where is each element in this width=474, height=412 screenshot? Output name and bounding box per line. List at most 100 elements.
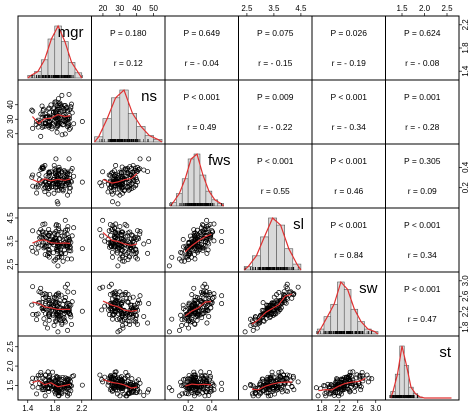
scatter-point-3-2-139 (189, 242, 195, 248)
scatter-point-2-1-137 (124, 167, 130, 173)
scatter-point-4-2-103 (200, 308, 206, 313)
scatter-point-2-0-80 (30, 172, 36, 178)
scatter-point-3-0-109 (62, 229, 68, 235)
scatter-point-5-0-129 (56, 390, 62, 396)
scatter-point-4-3-112 (248, 323, 254, 328)
scatter-point-1-0-29 (29, 107, 35, 113)
tick-label-top-8: 2.0 (419, 4, 431, 13)
tick-label-right-0: 1.4 (461, 65, 470, 77)
scatter-point-4-0-0 (79, 308, 85, 314)
scatter-point-3-0-136 (63, 239, 69, 245)
scatter-point-4-1-92 (109, 306, 115, 312)
scatter-point-3-0-90 (68, 239, 74, 245)
scatter-point-2-0-113 (67, 185, 73, 191)
scatter-point-4-3-135 (274, 292, 279, 298)
scatter-point-5-4-129 (331, 390, 336, 396)
scatter-point-2-0-123 (54, 172, 59, 178)
scatter-point-4-1-71 (117, 327, 123, 333)
scatter-point-4-2-138 (193, 314, 199, 320)
scatter-point-4-2-119 (208, 305, 214, 311)
scatter-point-3-2-38 (211, 221, 217, 227)
scatter-point-1-0-82 (59, 132, 65, 138)
scatter-point-5-4-86 (346, 387, 352, 393)
scatter-point-4-3-120 (269, 310, 275, 316)
tick-label-bottom-2: 2.2 (76, 404, 88, 412)
scatter-point-2-1-102 (133, 183, 139, 189)
scatter-point-1-0-124 (71, 121, 77, 127)
scatter-point-3-0-80 (30, 228, 36, 234)
scatter-point-5-4-26 (354, 372, 360, 378)
scatter-point-3-0-121 (38, 227, 44, 233)
scatter-point-4-0-74 (63, 295, 68, 300)
r-value-2-3: r = 0.55 (261, 186, 290, 196)
scatter-point-5-2-114 (186, 391, 191, 397)
scatter-point-3-0-0 (79, 246, 85, 252)
scatter-point-3-1-42 (117, 224, 123, 230)
scatter-point-5-1-54 (135, 388, 140, 394)
scatter-point-3-0-62 (60, 258, 66, 264)
scatter-point-4-2-32 (166, 329, 172, 335)
tick-label-top-3: 50 (149, 4, 158, 13)
scatter-point-5-2-129 (182, 390, 188, 396)
scatter-point-4-2-77 (204, 320, 210, 326)
scatter-point-4-3-133 (277, 306, 283, 312)
scatter-point-2-1-32 (115, 201, 121, 207)
tick-label-left-6: 1.5 (6, 379, 15, 391)
scatter-point-3-2-131 (193, 233, 199, 239)
scatter-point-4-2-48 (186, 325, 192, 331)
hist-bar-ns-1 (102, 118, 112, 143)
scatter-point-4-2-13 (202, 291, 208, 297)
scatter-point-3-2-93 (179, 250, 185, 256)
scatter-point-3-1-125 (108, 240, 114, 246)
scatter-point-3-0-93 (34, 250, 40, 256)
scatter-point-5-1-110 (109, 388, 115, 394)
scatter-point-5-1-116 (100, 379, 106, 385)
tick-label-right-2: 2.2 (461, 19, 470, 31)
scatter-point-4-1-64 (134, 321, 140, 327)
scatter-point-4-2-110 (203, 296, 209, 302)
panel-frame-4-0 (17, 271, 92, 337)
scatter-point-5-2-62 (181, 382, 187, 387)
scatter-point-3-0-63 (30, 248, 36, 254)
scatter-point-5-3-115 (276, 369, 282, 375)
density-line-st (390, 345, 452, 399)
tick-label-bottom-5: 1.8 (316, 404, 328, 412)
scatter-point-3-2-117 (211, 238, 217, 244)
scatter-point-3-2-136 (203, 239, 209, 245)
p-value-0-5: P = 0.624 (404, 28, 441, 38)
scatter-point-4-0-136 (63, 307, 69, 313)
density-line-sw (316, 280, 379, 335)
scatter-point-5-0-123 (54, 373, 59, 379)
scatter-point-4-1-102 (133, 319, 139, 325)
scatter-point-3-0-119 (39, 234, 45, 240)
scatter-point-3-1-121 (97, 227, 103, 233)
fit-line-1-0 (31, 113, 71, 125)
scatter-point-5-0-124 (71, 373, 77, 379)
scatter-point-3-1-82 (99, 233, 105, 239)
scatter-point-3-0-18 (35, 245, 41, 251)
scatter-point-2-0-63 (30, 183, 36, 189)
scatter-point-4-0-124 (71, 289, 77, 295)
scatter-point-5-2-85 (200, 390, 205, 396)
scatter-point-4-2-60 (180, 302, 186, 308)
scatter-point-5-4-110 (352, 388, 358, 394)
scatter-point-5-3-114 (249, 391, 255, 397)
scatter-point-4-1-121 (97, 285, 103, 291)
tick-label-left-8: 2.5 (6, 341, 15, 353)
scatter-point-4-0-112 (51, 323, 57, 328)
scatter-point-2-0-106 (40, 181, 46, 187)
tick-label-right-6: 2.2 (461, 306, 470, 318)
scatter-point-3-2-102 (188, 251, 194, 256)
scatter-point-5-0-138 (68, 388, 74, 394)
scatter-point-4-3-121 (284, 285, 290, 291)
scatter-point-5-1-122 (133, 383, 139, 389)
scatter-point-2-1-115 (123, 167, 129, 172)
scatter-point-5-1-100 (141, 392, 147, 398)
scatter-point-5-3-39 (278, 384, 284, 390)
scatter-point-4-0-77 (59, 320, 65, 326)
scatter-point-5-0-63 (30, 384, 36, 390)
scatter-point-5-0-0 (79, 382, 85, 388)
scatter-point-3-2-121 (191, 227, 197, 233)
scatter-point-4-2-124 (198, 289, 204, 295)
scatter-point-5-1-99 (137, 380, 143, 386)
